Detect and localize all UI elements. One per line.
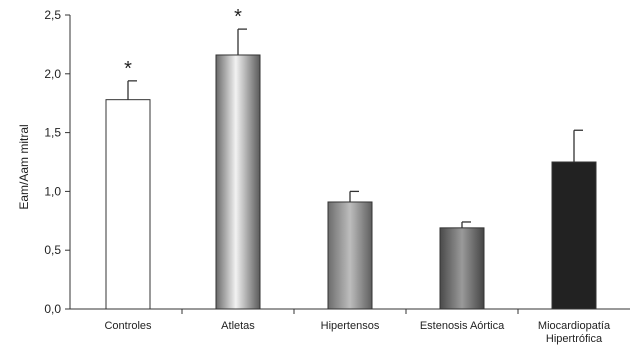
y-axis-ticks: 0,0 0,5 1,0 1,5 2,0 2,5 xyxy=(44,8,70,316)
x-category-label-line: Hipertensos xyxy=(321,320,380,332)
y-tick-label: 2,5 xyxy=(44,8,61,22)
x-category-label: Hipertensos xyxy=(321,320,380,332)
x-category-label: Atletas xyxy=(221,320,255,332)
bars-group: ** xyxy=(105,6,597,314)
bar-2 xyxy=(327,201,373,310)
x-category-label-line: Atletas xyxy=(221,320,255,332)
y-tick-label: 0,0 xyxy=(44,302,61,316)
y-tick-label: 1,0 xyxy=(44,184,61,198)
bar-4 xyxy=(551,161,597,310)
y-tick-label: 0,5 xyxy=(44,243,61,257)
x-axis-labels: Controles Atletas Hipertensos Estenosis Aór… xyxy=(104,320,610,345)
x-category-label: Controles xyxy=(104,320,152,332)
x-category-label-line: Estenosis Aórtica xyxy=(420,320,505,332)
y-tick-label: 1,5 xyxy=(44,126,61,140)
x-category-label: Miocardiopatía Hipertrófica xyxy=(538,320,611,345)
bar-3 xyxy=(439,227,485,310)
bar-0 xyxy=(105,99,151,310)
significance-marker: * xyxy=(234,6,242,28)
y-tick-label: 2,0 xyxy=(44,67,61,81)
x-category-label-line: Controles xyxy=(104,320,152,332)
x-category-label: Estenosis Aórtica xyxy=(420,320,505,332)
y-axis-title: Eam/Aam mitral xyxy=(17,124,31,209)
significance-marker: * xyxy=(124,58,132,80)
x-category-label-line: Hipertrófica xyxy=(546,333,603,345)
x-category-label-line: Miocardiopatía xyxy=(538,320,611,332)
bar-1 xyxy=(215,54,261,310)
